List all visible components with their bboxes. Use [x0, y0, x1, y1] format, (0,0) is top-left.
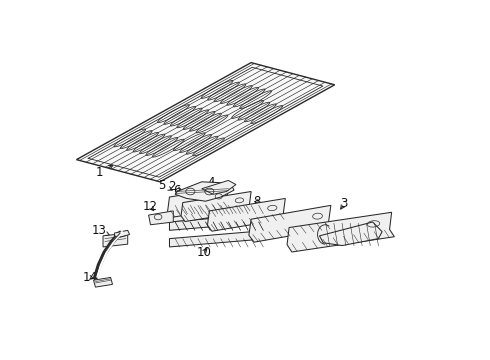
Text: 12: 12	[143, 200, 158, 213]
Polygon shape	[170, 214, 268, 230]
Text: 9: 9	[379, 225, 390, 238]
Text: 14: 14	[82, 271, 97, 284]
Polygon shape	[148, 211, 173, 225]
Polygon shape	[175, 182, 234, 201]
Polygon shape	[181, 192, 253, 221]
Text: 3: 3	[341, 198, 348, 211]
Text: 11: 11	[185, 195, 200, 208]
Text: 10: 10	[196, 246, 211, 259]
Polygon shape	[76, 63, 335, 182]
Text: 13: 13	[92, 224, 110, 237]
Text: 1: 1	[96, 166, 113, 179]
Polygon shape	[168, 187, 231, 217]
Polygon shape	[287, 212, 394, 252]
Text: 8: 8	[253, 195, 261, 208]
Text: 7: 7	[204, 186, 217, 199]
Polygon shape	[115, 230, 129, 237]
Polygon shape	[94, 278, 113, 287]
Polygon shape	[319, 222, 382, 246]
Text: 5: 5	[158, 179, 172, 192]
Text: 4: 4	[207, 176, 215, 189]
Text: 2: 2	[168, 180, 182, 193]
Polygon shape	[103, 233, 128, 247]
Polygon shape	[170, 205, 268, 222]
Polygon shape	[207, 198, 288, 231]
Polygon shape	[249, 205, 334, 242]
Polygon shape	[202, 180, 236, 194]
Text: 6: 6	[173, 184, 184, 197]
Polygon shape	[170, 230, 268, 247]
